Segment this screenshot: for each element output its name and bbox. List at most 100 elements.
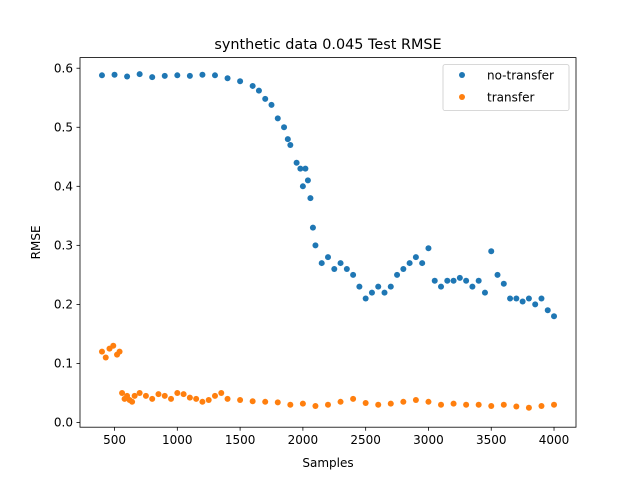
x-tick-label: 1500 (225, 433, 256, 447)
data-point-no-transfer (450, 277, 457, 284)
x-tick-label: 1000 (162, 433, 193, 447)
data-point-transfer (110, 342, 117, 349)
data-point-transfer (475, 401, 482, 408)
legend: no-transfer transfer (442, 64, 570, 111)
data-point-no-transfer (293, 159, 300, 166)
data-point-transfer (400, 398, 407, 405)
data-point-no-transfer (438, 283, 445, 290)
data-point-no-transfer (199, 71, 206, 78)
data-point-transfer (155, 391, 162, 398)
data-point-no-transfer (356, 283, 363, 290)
data-point-transfer (551, 401, 558, 408)
data-point-no-transfer (237, 78, 244, 85)
legend-label-no-transfer: no-transfer (487, 69, 554, 83)
data-point-no-transfer (136, 71, 143, 78)
data-point-transfer (218, 389, 225, 396)
y-tick-label: 0.1 (54, 357, 73, 371)
data-point-transfer (193, 395, 200, 402)
data-point-no-transfer (343, 265, 350, 272)
data-point-no-transfer (481, 289, 488, 296)
data-point-no-transfer (500, 280, 507, 287)
data-point-no-transfer (463, 277, 470, 284)
y-tick-label: 0.6 (54, 61, 73, 75)
data-point-no-transfer (331, 265, 338, 272)
data-point-transfer (161, 392, 168, 399)
data-point-no-transfer (262, 95, 269, 102)
data-point-no-transfer (425, 245, 432, 252)
series-layer (98, 71, 558, 411)
data-point-transfer (525, 404, 532, 411)
data-point-no-transfer (211, 72, 218, 79)
data-point-no-transfer (419, 260, 426, 267)
data-point-no-transfer (281, 124, 288, 131)
legend-marker-no-transfer (459, 72, 465, 78)
data-point-transfer (174, 389, 181, 396)
data-point-no-transfer (507, 295, 514, 302)
data-point-no-transfer (494, 271, 501, 278)
series-no-transfer (98, 71, 558, 320)
data-point-transfer (186, 394, 193, 401)
data-point-no-transfer (513, 295, 520, 302)
data-point-no-transfer (431, 277, 438, 284)
series-transfer (98, 342, 558, 411)
data-point-transfer (463, 401, 470, 408)
data-point-transfer (500, 401, 507, 408)
data-point-no-transfer (268, 101, 275, 108)
data-point-no-transfer (299, 183, 306, 190)
data-point-no-transfer (98, 72, 105, 79)
legend-label-transfer: transfer (487, 91, 534, 105)
data-point-no-transfer (124, 73, 131, 80)
data-point-no-transfer (302, 165, 309, 172)
legend-marker-transfer (459, 94, 465, 100)
data-point-no-transfer (287, 141, 294, 148)
data-point-transfer (149, 395, 156, 402)
data-point-no-transfer (456, 274, 463, 281)
data-point-no-transfer (111, 71, 118, 78)
data-point-no-transfer (400, 265, 407, 272)
data-point-transfer (142, 392, 149, 399)
data-point-transfer (488, 402, 495, 409)
data-point-transfer (131, 392, 138, 399)
x-axis-label: Samples (302, 456, 353, 470)
x-tick-label: 2000 (288, 433, 319, 447)
data-point-no-transfer (312, 242, 319, 249)
data-point-transfer (98, 348, 105, 355)
data-point-no-transfer (381, 289, 388, 296)
data-point-no-transfer (274, 115, 281, 122)
data-point-transfer (224, 395, 231, 402)
data-point-no-transfer (406, 260, 413, 267)
data-point-transfer (287, 401, 294, 408)
data-point-no-transfer (337, 260, 344, 267)
data-point-no-transfer (224, 75, 231, 82)
y-tick-label: 0.0 (54, 416, 73, 430)
x-axis-ticks: 500 1000 1500 2000 2500 3000 3500 4000 (103, 427, 569, 447)
y-tick-label: 0.4 (54, 180, 73, 194)
data-point-no-transfer (532, 301, 539, 308)
y-tick-label: 0.5 (54, 120, 73, 134)
data-point-no-transfer (307, 195, 314, 202)
data-point-no-transfer (297, 165, 304, 172)
x-tick-label: 3500 (476, 433, 507, 447)
data-point-no-transfer (444, 277, 451, 284)
plot-area (80, 57, 576, 428)
y-tick-label: 0.2 (54, 298, 73, 312)
data-point-no-transfer (412, 254, 419, 261)
data-point-transfer (337, 398, 344, 405)
data-point-transfer (538, 402, 545, 409)
data-point-no-transfer (149, 74, 156, 81)
data-point-transfer (387, 400, 394, 407)
x-tick-label: 2500 (350, 433, 381, 447)
data-point-no-transfer (551, 313, 558, 320)
data-point-no-transfer (325, 254, 331, 261)
data-point-no-transfer (525, 295, 532, 302)
data-point-transfer (312, 402, 319, 409)
data-point-no-transfer (375, 283, 382, 290)
y-axis-ticks: 0.0 0.1 0.2 0.3 0.4 0.5 0.6 (54, 61, 80, 430)
data-point-no-transfer (255, 87, 262, 94)
data-point-no-transfer (469, 283, 476, 290)
data-point-transfer (237, 397, 244, 404)
data-point-transfer (438, 401, 445, 408)
data-point-transfer (412, 397, 419, 404)
data-point-transfer (375, 401, 382, 408)
